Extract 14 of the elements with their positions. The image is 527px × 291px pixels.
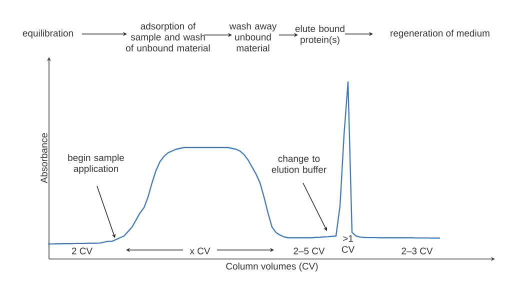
- annotation: change to elution buffer: [272, 155, 326, 173]
- text: adsorption of sample and wash of unbound material: [126, 22, 210, 52]
- annotation: 2–3 CV: [402, 248, 433, 254]
- text: wash away unbound material: [229, 22, 277, 52]
- text: regeneration of medium: [390, 30, 490, 38]
- annotation: begin sample application: [68, 154, 124, 174]
- text: equilibration: [22, 30, 73, 38]
- y-axis-title: Absorbance: [40, 133, 48, 184]
- annotation: x CV: [190, 248, 210, 254]
- annotation: >1 CV: [342, 235, 355, 253]
- x-axis-title: Column volumes (CV): [226, 262, 318, 272]
- annotation: 2 CV: [72, 248, 92, 254]
- text: elute bound protein(s): [295, 25, 344, 45]
- annotation: 2–5 CV: [294, 248, 325, 254]
